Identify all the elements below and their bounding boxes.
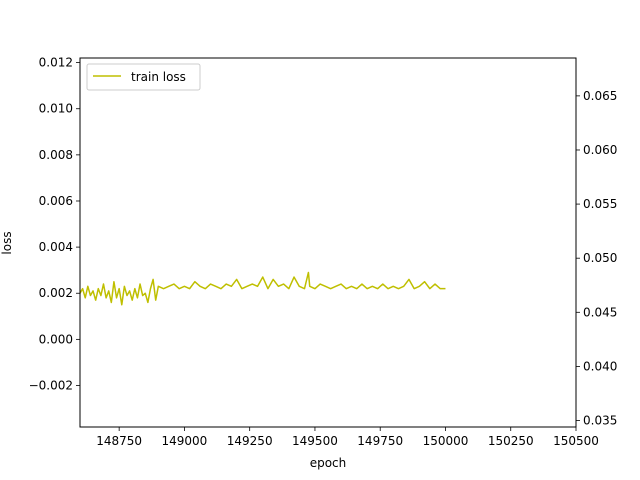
y-tick-label: 0.002	[39, 286, 73, 300]
y-tick-label: −0.002	[29, 378, 73, 392]
x-axis: 148750 149000 149250 149500 149750 150000 1502…	[96, 427, 599, 448]
series-layer	[79, 271, 446, 306]
y2-tick-label: 0.035	[583, 414, 617, 428]
plot-area	[80, 58, 576, 427]
y2-tick-label: 0.040	[583, 359, 617, 373]
y2-tick-label: 0.060	[583, 143, 617, 157]
x-tick-label: 148750	[96, 434, 142, 448]
legend-box	[86, 63, 201, 91]
y-axis: −0.002 0.000 0.002 0.004 0.006 0.008 0.010 0.01…	[29, 56, 80, 392]
x-tick-label: 150000	[423, 434, 469, 448]
x-tick-label: 150500	[553, 434, 599, 448]
series-line-0	[79, 271, 446, 306]
legend-label-train-loss: train loss	[131, 70, 186, 84]
y-tick-label: 0.008	[39, 148, 73, 162]
plot-frame	[79, 57, 577, 428]
x-tick-label: 150250	[488, 434, 534, 448]
y2-tick-label: 0.050	[583, 251, 617, 265]
y2-tick-label: 0.065	[583, 89, 617, 103]
y-tick-label: 0.006	[39, 194, 73, 208]
y-tick-label: 0.012	[39, 56, 73, 70]
y-tick-label: 0.010	[39, 102, 73, 116]
x-tick-label: 149750	[357, 434, 403, 448]
y2-tick-label: 0.055	[583, 197, 617, 211]
legend: train loss	[86, 63, 201, 91]
y-axis-label: loss	[0, 231, 14, 254]
x-tick-label: 149000	[162, 434, 208, 448]
y2-axis: 0.035 0.040 0.045 0.050 0.055 0.060 0.065	[576, 89, 617, 428]
x-axis-label: epoch	[310, 456, 347, 470]
y-tick-label: 0.004	[39, 240, 73, 254]
y-tick-label: 0.000	[39, 332, 73, 346]
y2-tick-label: 0.045	[583, 305, 617, 319]
x-tick-label: 149500	[292, 434, 338, 448]
x-tick-label: 149250	[227, 434, 273, 448]
